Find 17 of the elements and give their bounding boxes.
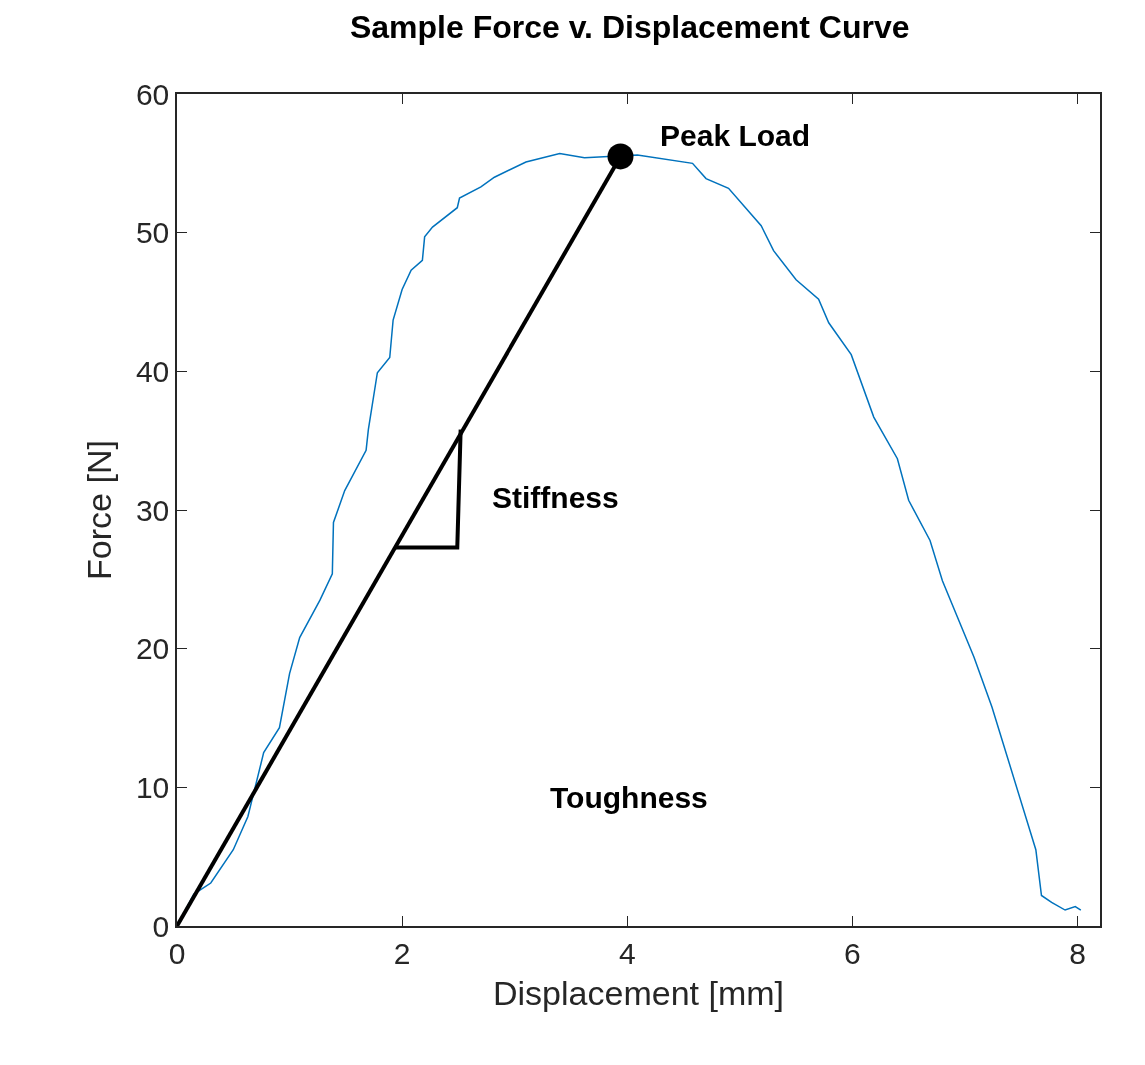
x-tick-label: 2 xyxy=(393,936,411,970)
x-tick-label: 8 xyxy=(1069,936,1086,970)
annotation: Stiffness xyxy=(492,481,619,514)
y-tick-label: 30 xyxy=(135,493,170,527)
y-axis-title: Force [N] xyxy=(79,440,118,580)
y-tick-label: 50 xyxy=(135,216,170,250)
y-tick-label: 10 xyxy=(135,770,170,804)
annotation: Toughness xyxy=(550,781,708,814)
y-tick-label: 20 xyxy=(135,632,170,666)
annotation: Peak Load xyxy=(660,119,811,152)
x-tick-label: 4 xyxy=(618,936,636,970)
x-axis-title: Displacement [mm] xyxy=(493,973,784,1012)
y-tick-label: 0 xyxy=(152,909,170,943)
chart-title: Sample Force v. Displacement Curve xyxy=(349,9,910,46)
y-tick-label: 40 xyxy=(135,354,170,388)
y-tick-label: 60 xyxy=(135,77,170,111)
x-tick-label: 6 xyxy=(844,936,861,970)
